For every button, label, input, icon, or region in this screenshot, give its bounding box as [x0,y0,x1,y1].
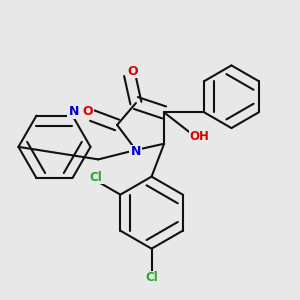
Text: OH: OH [189,130,209,143]
Text: O: O [82,105,93,118]
Bar [129,145,142,159]
Bar [85,170,105,184]
Bar [81,105,94,119]
Text: N: N [69,105,79,119]
Bar [68,105,81,119]
Text: O: O [128,64,138,78]
Bar [142,271,162,285]
Text: Cl: Cl [89,171,102,184]
Bar [126,64,139,78]
Bar [189,130,209,144]
Text: N: N [131,145,141,158]
Text: Cl: Cl [145,271,158,284]
